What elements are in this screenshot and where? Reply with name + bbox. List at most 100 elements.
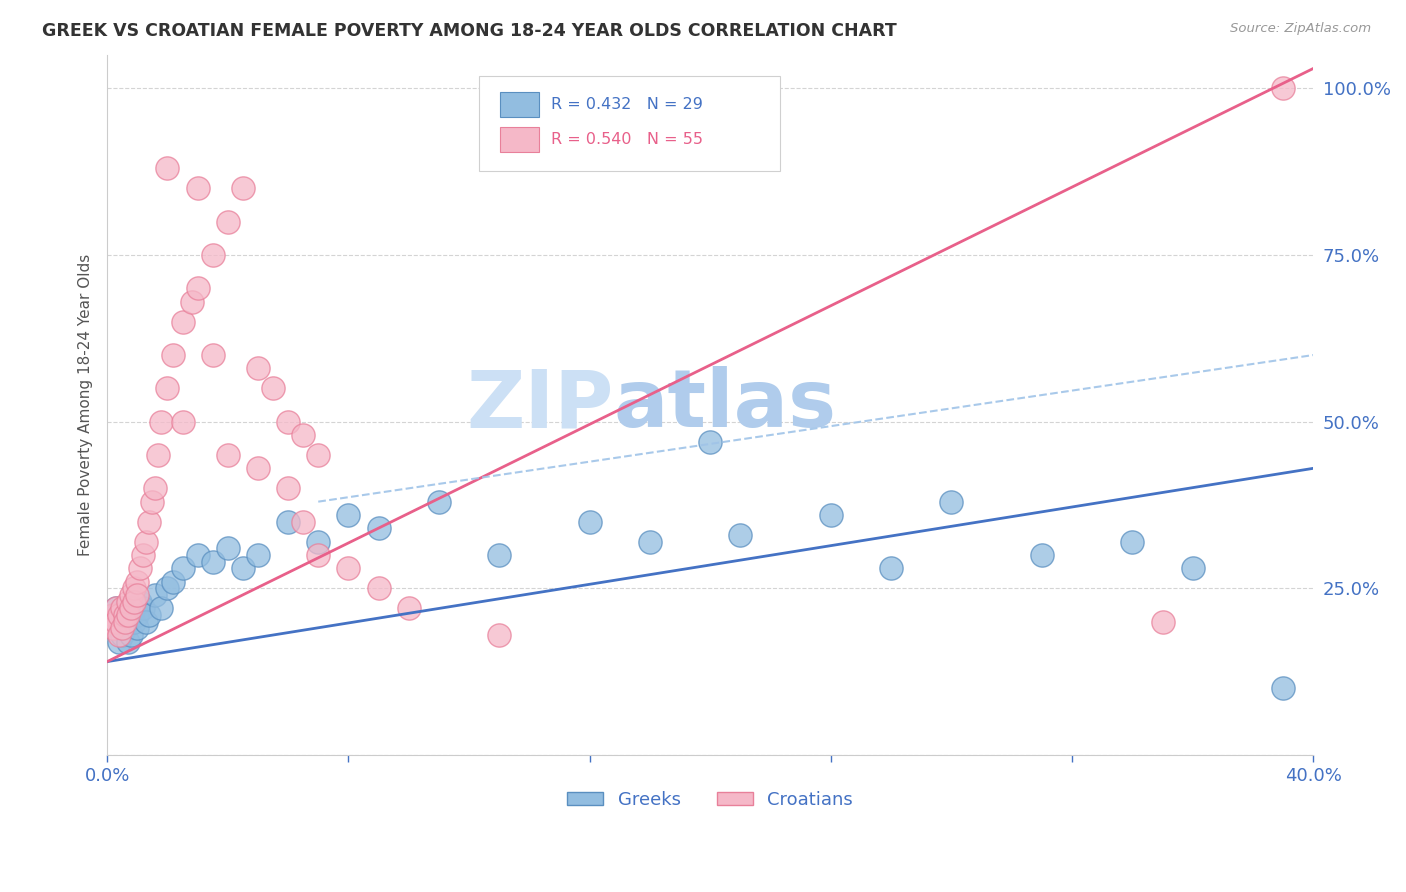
Point bbox=[941, 494, 963, 508]
Point bbox=[1272, 81, 1295, 95]
Point bbox=[127, 621, 149, 635]
Point bbox=[117, 615, 139, 629]
Point bbox=[105, 601, 128, 615]
Point bbox=[114, 621, 136, 635]
Point bbox=[1031, 548, 1053, 562]
Point bbox=[111, 607, 134, 622]
Point bbox=[117, 607, 139, 622]
Point bbox=[120, 628, 142, 642]
Point bbox=[488, 628, 510, 642]
Point bbox=[730, 528, 752, 542]
FancyBboxPatch shape bbox=[501, 92, 538, 118]
Point bbox=[108, 615, 131, 629]
Point bbox=[307, 534, 329, 549]
Legend: Greeks, Croatians: Greeks, Croatians bbox=[560, 783, 860, 816]
Point bbox=[111, 621, 134, 635]
Point bbox=[262, 381, 284, 395]
Point bbox=[880, 561, 903, 575]
Point bbox=[105, 615, 128, 629]
Point bbox=[1272, 681, 1295, 696]
Point bbox=[187, 181, 209, 195]
Point bbox=[150, 601, 173, 615]
Point bbox=[145, 588, 167, 602]
Point bbox=[201, 348, 224, 362]
Point bbox=[187, 281, 209, 295]
Point bbox=[162, 574, 184, 589]
Point bbox=[367, 521, 389, 535]
Point bbox=[98, 615, 121, 629]
Point bbox=[1181, 561, 1204, 575]
Point bbox=[1121, 534, 1143, 549]
Point bbox=[124, 582, 146, 596]
Point bbox=[127, 588, 149, 602]
Point bbox=[103, 621, 125, 635]
Text: R = 0.432   N = 29: R = 0.432 N = 29 bbox=[551, 97, 703, 112]
Point bbox=[277, 481, 299, 495]
Point bbox=[246, 361, 269, 376]
Point bbox=[141, 494, 163, 508]
Point bbox=[124, 615, 146, 629]
Point bbox=[138, 607, 160, 622]
Point bbox=[232, 561, 254, 575]
Point bbox=[156, 161, 179, 176]
FancyBboxPatch shape bbox=[478, 76, 780, 170]
Point bbox=[217, 215, 239, 229]
Point bbox=[120, 607, 142, 622]
Point bbox=[277, 515, 299, 529]
Point bbox=[111, 628, 134, 642]
Point bbox=[172, 415, 194, 429]
Point bbox=[135, 534, 157, 549]
Point bbox=[156, 381, 179, 395]
Point bbox=[111, 601, 134, 615]
Point bbox=[337, 508, 360, 522]
Point bbox=[132, 548, 155, 562]
Point bbox=[103, 621, 125, 635]
Point bbox=[114, 607, 136, 622]
Text: GREEK VS CROATIAN FEMALE POVERTY AMONG 18-24 YEAR OLDS CORRELATION CHART: GREEK VS CROATIAN FEMALE POVERTY AMONG 1… bbox=[42, 22, 897, 40]
Point bbox=[124, 601, 146, 615]
Point bbox=[162, 348, 184, 362]
Point bbox=[108, 607, 131, 622]
Point bbox=[638, 534, 661, 549]
Point bbox=[132, 601, 155, 615]
Point bbox=[120, 588, 142, 602]
Point bbox=[124, 594, 146, 608]
Point bbox=[117, 634, 139, 648]
Point bbox=[127, 574, 149, 589]
Point bbox=[148, 448, 170, 462]
Point bbox=[187, 548, 209, 562]
Point bbox=[114, 615, 136, 629]
Point bbox=[108, 634, 131, 648]
Point bbox=[820, 508, 842, 522]
Point bbox=[488, 548, 510, 562]
Point bbox=[105, 601, 128, 615]
Point bbox=[1152, 615, 1174, 629]
Point bbox=[120, 601, 142, 615]
Point bbox=[217, 541, 239, 556]
Text: R = 0.540   N = 55: R = 0.540 N = 55 bbox=[551, 132, 703, 147]
Point bbox=[292, 428, 315, 442]
Point bbox=[138, 515, 160, 529]
Point bbox=[117, 594, 139, 608]
Point bbox=[337, 561, 360, 575]
Point bbox=[232, 181, 254, 195]
Point bbox=[172, 561, 194, 575]
Point bbox=[578, 515, 600, 529]
Point bbox=[699, 434, 721, 449]
Point bbox=[292, 515, 315, 529]
Point bbox=[129, 561, 152, 575]
Text: Source: ZipAtlas.com: Source: ZipAtlas.com bbox=[1230, 22, 1371, 36]
Point bbox=[114, 601, 136, 615]
Point bbox=[98, 615, 121, 629]
Point bbox=[103, 607, 125, 622]
Point bbox=[277, 415, 299, 429]
Point bbox=[150, 415, 173, 429]
Point bbox=[135, 615, 157, 629]
Point bbox=[201, 248, 224, 262]
Point bbox=[201, 555, 224, 569]
Point bbox=[217, 448, 239, 462]
Point bbox=[172, 315, 194, 329]
Point bbox=[129, 594, 152, 608]
Point bbox=[427, 494, 450, 508]
Point bbox=[108, 628, 131, 642]
